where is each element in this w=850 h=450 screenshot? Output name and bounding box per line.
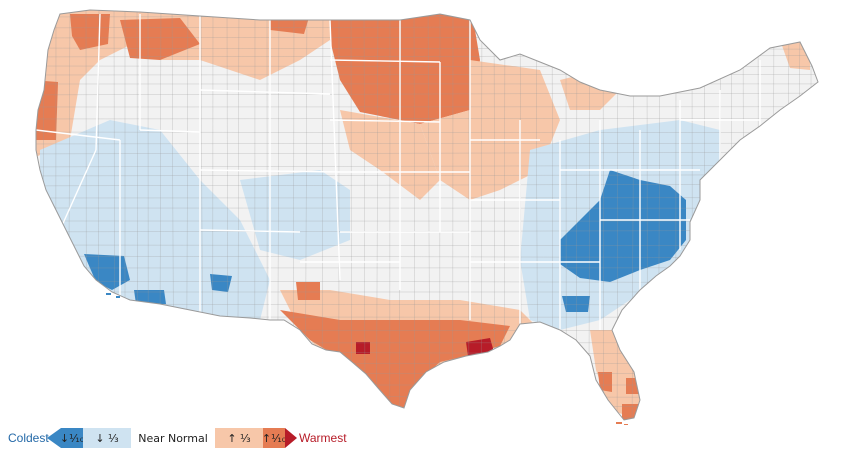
region-arizona-coldest: [210, 274, 232, 292]
region-louisiana-record-warm: [466, 338, 494, 356]
region-montana-warmest-3: [270, 10, 310, 34]
region-florida-warmest: [598, 372, 612, 392]
legend-arrow-left-icon: [47, 428, 61, 448]
us-county-temperature-map: [35, 9, 819, 425]
legend-label-warmest: Warmest: [299, 431, 347, 445]
legend-swatch-warm-third: ↑ ⅓: [215, 428, 263, 448]
state-borders: [35, 13, 761, 330]
region-texas-record-warm: [356, 342, 370, 354]
region-southern-california-coldest: [84, 254, 130, 290]
region-florida-keys-warmest: [622, 404, 638, 420]
region-southern-california-coldest-2: [134, 290, 166, 304]
region-west-texas-warmest: [296, 282, 320, 300]
region-pacific-northwest-warm: [36, 10, 140, 160]
legend-label-coldest: Coldest: [8, 431, 49, 445]
legend-swatch-near-normal: Near Normal: [131, 428, 215, 448]
region-alabama-coldest: [562, 296, 590, 312]
legend-swatch-cold-third: ↓ ⅓: [83, 428, 131, 448]
legend: Coldest ↓⅒ ↓ ⅓ Near Normal ↑ ⅓ ↑⅒ Warmes…: [0, 428, 850, 448]
region-great-lakes-warm: [420, 60, 560, 200]
legend-swatch-warmest-tenth: ↑⅒: [262, 428, 286, 448]
legend-arrow-right-icon: [285, 428, 297, 448]
region-texas-warmest: [280, 310, 510, 408]
region-southeast-coldest: [560, 170, 686, 282]
legend-swatch-coldest-tenth: ↓⅒: [60, 428, 84, 448]
coastal-islands: [106, 293, 628, 425]
